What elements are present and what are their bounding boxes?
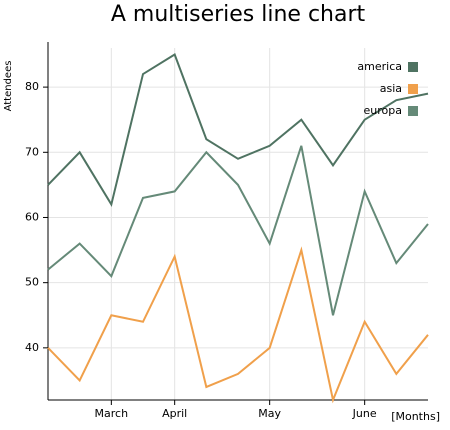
x-tick-label: April: [162, 407, 187, 420]
x-tick-label: March: [95, 407, 129, 420]
x-tick-label: June: [352, 407, 377, 420]
y-tick-label: 40: [25, 341, 39, 354]
y-tick-label: 70: [25, 145, 39, 158]
series-line: [47, 246, 429, 404]
series-line: [47, 53, 429, 208]
y-axis-label: Attendees: [3, 61, 14, 112]
legend-label: america: [357, 60, 402, 73]
legend-swatch: [408, 84, 418, 94]
legend-swatch: [408, 62, 418, 72]
x-tick-label: May: [258, 407, 281, 420]
legend-label: asia: [380, 82, 402, 95]
y-tick-label: 50: [25, 276, 39, 289]
legend-label: europa: [364, 104, 402, 117]
y-tick-label: 80: [25, 80, 39, 93]
y-tick-label: 60: [25, 210, 39, 223]
legend-swatch: [408, 106, 418, 116]
x-axis-label: [Months]: [391, 410, 440, 423]
chart-title: A multiseries line chart: [111, 2, 366, 27]
series-line: [47, 145, 429, 316]
